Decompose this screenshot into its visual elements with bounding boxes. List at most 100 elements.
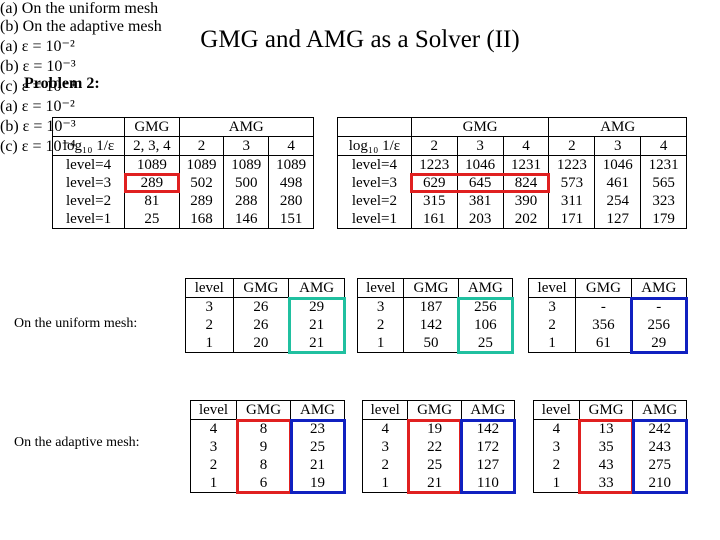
cell: 256 bbox=[457, 297, 514, 316]
cell: 127 bbox=[460, 456, 516, 474]
data-row: 4 8 23 bbox=[189, 419, 345, 438]
group-header: AMG bbox=[178, 117, 315, 137]
cell: 1231 bbox=[640, 155, 687, 174]
cell: 171 bbox=[548, 210, 596, 229]
cell: 19 bbox=[290, 474, 345, 493]
header-row: level GMG AMG bbox=[533, 400, 687, 420]
cell: 25 bbox=[124, 210, 180, 229]
cell: 565 bbox=[640, 174, 687, 192]
group-header: GMG bbox=[410, 117, 550, 137]
header-row: level GMG AMG bbox=[361, 400, 516, 420]
cell: 210 bbox=[632, 474, 687, 493]
data-table: level GMG AMG 4 13 242 3 35 243 2 43 275 1 33 210 bbox=[533, 400, 687, 493]
data-row: 2 356 256 bbox=[527, 316, 688, 334]
column-header: level bbox=[189, 400, 238, 420]
column-header: AMG bbox=[290, 400, 345, 420]
cell: 1046 bbox=[456, 155, 504, 174]
data-row: 1 6 19 bbox=[189, 474, 345, 493]
column-header: 4 bbox=[640, 136, 687, 156]
cell: 1 bbox=[533, 474, 580, 493]
cell: 500 bbox=[223, 174, 270, 192]
problem-label: Problem 2: bbox=[24, 75, 100, 92]
cell: 4 bbox=[189, 419, 238, 438]
cell: 142 bbox=[403, 316, 459, 334]
data-row: 3 22 172 bbox=[361, 438, 516, 456]
cell: 573 bbox=[548, 174, 596, 192]
cell: 461 bbox=[594, 174, 642, 192]
cell: 1231 bbox=[502, 155, 550, 174]
column-header: 3 bbox=[594, 136, 642, 156]
cell: 824 bbox=[502, 174, 550, 192]
cell: 1089 bbox=[178, 155, 225, 174]
cell: 202 bbox=[502, 210, 550, 229]
cell: 315 bbox=[410, 192, 458, 210]
data-table: level GMG AMG 3- -2 356 256 1 61 29 bbox=[527, 278, 688, 353]
data-row: 2 26 21 bbox=[185, 316, 345, 334]
adaptive-label: On the adaptive mesh: bbox=[14, 435, 140, 450]
cell: 203 bbox=[456, 210, 504, 229]
column-header: level bbox=[361, 400, 409, 420]
cell: 22 bbox=[407, 438, 462, 456]
cell: 8 bbox=[236, 419, 292, 438]
cell: 502 bbox=[178, 174, 225, 192]
cell: 23 bbox=[290, 419, 345, 438]
column-header: 2 bbox=[178, 136, 225, 156]
cell: 1089 bbox=[223, 155, 270, 174]
data-table: GMG AMG log₁₀ 1/ε 2, 3, 4 2 3 4 level=4 1089 1089… bbox=[51, 117, 315, 229]
caption: (a) ε = 10⁻² bbox=[0, 98, 75, 115]
column-header: 2, 3, 4 bbox=[124, 136, 180, 156]
cell: 26 bbox=[232, 316, 290, 334]
column-header: 3 bbox=[456, 136, 504, 156]
cell: 179 bbox=[640, 210, 687, 229]
cell: 4 bbox=[361, 419, 409, 438]
cell: - bbox=[575, 297, 632, 316]
cell: 498 bbox=[268, 174, 314, 192]
cell: 356 bbox=[575, 316, 632, 334]
data-row: 3-- bbox=[527, 297, 688, 316]
cell: 243 bbox=[632, 438, 687, 456]
cell: 35 bbox=[578, 438, 634, 456]
column-header: AMG bbox=[460, 400, 516, 420]
data-row: 2 25 127 bbox=[361, 456, 516, 474]
cell: 151 bbox=[268, 210, 314, 229]
cell: 146 bbox=[223, 210, 270, 229]
cell: 629 bbox=[410, 174, 458, 192]
cell: 3 bbox=[356, 297, 405, 316]
cell: 21 bbox=[288, 334, 345, 353]
cell: 142 bbox=[460, 419, 516, 438]
data-row: 1 21 110 bbox=[361, 474, 516, 493]
cell: level=1 bbox=[51, 210, 126, 229]
cell: 381 bbox=[456, 192, 504, 210]
data-table: level GMG AMG 3 26 29 2 26 21 1 20 21 bbox=[185, 278, 345, 353]
cell: 29 bbox=[630, 334, 688, 353]
data-row: 4 19 142 bbox=[361, 419, 516, 438]
cell: 280 bbox=[268, 192, 314, 210]
cell: 20 bbox=[232, 334, 290, 353]
cell: 254 bbox=[594, 192, 642, 210]
data-row: 2 43 275 bbox=[533, 456, 687, 474]
cell: 1 bbox=[356, 334, 405, 353]
data-row: level=2 315 381 390 311 254 323 bbox=[337, 192, 687, 210]
data-row: level=1 161 203 202 171 127 179 bbox=[337, 210, 687, 229]
cell: 1089 bbox=[124, 155, 180, 174]
cell: level=3 bbox=[51, 174, 126, 192]
column-header: AMG bbox=[457, 278, 514, 298]
cell: 26 bbox=[232, 297, 290, 316]
cell: 288 bbox=[223, 192, 270, 210]
column-header: GMG bbox=[232, 278, 290, 298]
cell: 1 bbox=[189, 474, 238, 493]
header-row: level GMG AMG bbox=[189, 400, 345, 420]
cell: 3 bbox=[185, 297, 234, 316]
caption: (c) ε = 10⁻⁴ bbox=[0, 78, 76, 95]
column-header: AMG bbox=[288, 278, 345, 298]
header-row: log₁₀ 1/ε 2 3 4 2 3 4 bbox=[337, 136, 687, 156]
cell: 2 bbox=[533, 456, 580, 474]
cell: 1223 bbox=[548, 155, 596, 174]
header-cell bbox=[337, 117, 412, 137]
column-header: level bbox=[527, 278, 577, 298]
column-header: 3 bbox=[223, 136, 270, 156]
cell: level=4 bbox=[51, 155, 126, 174]
column-header: GMG bbox=[407, 400, 462, 420]
cell: 9 bbox=[236, 438, 292, 456]
